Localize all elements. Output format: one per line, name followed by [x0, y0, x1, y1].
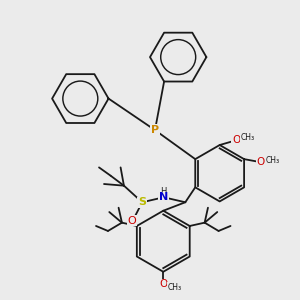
Text: N: N	[159, 192, 168, 202]
Text: CH₃: CH₃	[168, 283, 182, 292]
Text: O: O	[128, 215, 136, 226]
Text: O: O	[232, 135, 240, 145]
Text: O: O	[159, 279, 167, 290]
Text: S: S	[138, 197, 146, 207]
Text: CH₃: CH₃	[265, 156, 279, 165]
Text: O: O	[256, 158, 265, 167]
Text: P: P	[151, 125, 159, 135]
Text: H: H	[160, 187, 167, 196]
Text: CH₃: CH₃	[241, 133, 255, 142]
